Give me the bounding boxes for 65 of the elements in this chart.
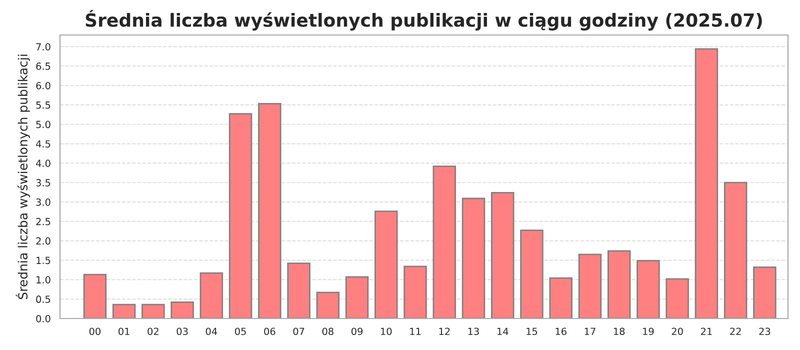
- x-tick-label: 07: [293, 328, 304, 336]
- bar: [316, 292, 340, 318]
- bar: [345, 276, 369, 318]
- y-tick-label: 6.5: [36, 62, 50, 70]
- y-tick-label: 6.0: [36, 82, 50, 90]
- bar: [258, 103, 282, 318]
- y-tick-label: 0.0: [36, 314, 50, 322]
- bar: [200, 272, 224, 318]
- y-tick-label: 2.0: [36, 237, 50, 245]
- y-tick-label: 4.5: [36, 140, 50, 148]
- x-tick-label: 10: [381, 328, 392, 336]
- y-tick-label: 5.5: [36, 102, 50, 109]
- x-tick-label: 21: [700, 328, 712, 335]
- y-tick-label: 1.5: [36, 256, 50, 264]
- y-tick-label: 1.0: [36, 276, 50, 284]
- x-tick-label: 11: [410, 328, 421, 335]
- x-tick-label: 12: [439, 328, 450, 335]
- x-tick-label: 05: [235, 328, 246, 336]
- x-tick-label: 01: [118, 328, 130, 336]
- x-tick-label: 09: [351, 328, 363, 336]
- x-tick-label: 15: [526, 328, 538, 336]
- bar: [753, 266, 776, 318]
- x-tick-label: 20: [672, 328, 683, 336]
- bar: [462, 198, 486, 318]
- bar: [694, 48, 718, 318]
- bar: [491, 192, 514, 318]
- x-tick-label: 16: [556, 328, 566, 336]
- y-tick-label: 4.0: [36, 160, 50, 167]
- x-tick-label: 03: [176, 328, 188, 336]
- y-tick-label: 5.0: [36, 120, 50, 128]
- bar: [374, 210, 398, 318]
- bar: [112, 304, 136, 318]
- x-tick-label: 04: [206, 328, 218, 336]
- bar: [83, 274, 107, 318]
- y-tick-label: 2.5: [36, 218, 50, 226]
- x-tick-label: 06: [264, 328, 276, 336]
- bar: [287, 262, 310, 318]
- x-tick-label: 13: [468, 328, 479, 336]
- bar: [404, 266, 427, 318]
- bar: [170, 301, 194, 318]
- x-tick-label: 22: [730, 328, 741, 335]
- x-tick-label: 14: [498, 328, 508, 335]
- bar: [636, 260, 660, 318]
- bar: [549, 277, 572, 318]
- y-tick-label: 3.0: [36, 198, 50, 206]
- x-tick-label: 19: [643, 328, 654, 336]
- y-axis-title: Średnia liczba wyświetlonych publikacji: [16, 54, 30, 300]
- bar: [228, 113, 252, 318]
- bar: [520, 230, 544, 318]
- bar: [724, 182, 748, 318]
- bar: [142, 304, 165, 318]
- y-tick-label: 0.5: [36, 296, 50, 303]
- y-tick-label: 3.5: [36, 179, 50, 186]
- bar: [578, 254, 602, 318]
- y-tick-label: 7.0: [36, 43, 50, 50]
- x-tick-label: 17: [584, 328, 596, 335]
- bar: [666, 278, 689, 318]
- x-tick-label: 23: [759, 328, 770, 336]
- x-tick-label: 00: [89, 328, 100, 336]
- x-tick-label: 18: [614, 328, 625, 336]
- bar: [432, 166, 456, 318]
- x-tick-label: 02: [148, 328, 158, 336]
- bar: [607, 250, 631, 318]
- x-tick-label: 08: [322, 328, 334, 336]
- chart-title: Średnia liczba wyświetlonych publikacji w ciągu godziny (2025.07): [86, 10, 762, 31]
